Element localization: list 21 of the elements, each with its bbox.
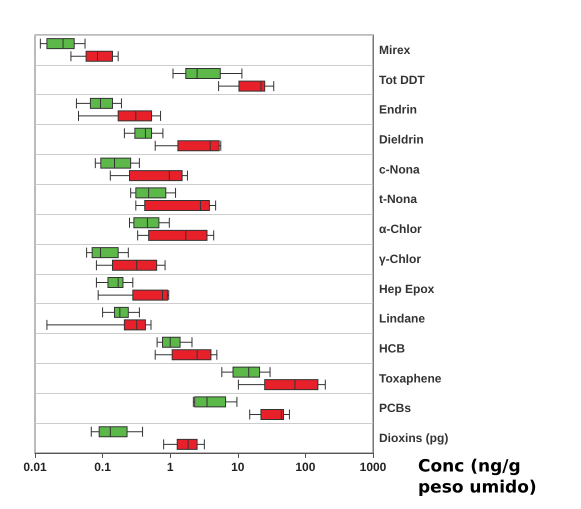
x-tick-label: 1 bbox=[166, 460, 174, 474]
y-tick-label: Dieldrin bbox=[379, 132, 424, 146]
y-tick-label: Dioxins (pg) bbox=[379, 431, 448, 446]
y-tick-label: Endrin bbox=[379, 102, 417, 117]
x-tick-label: 100 bbox=[295, 460, 316, 474]
x-tick-label: 0.1 bbox=[94, 460, 112, 474]
y-tick-label: Tot DDT bbox=[379, 72, 426, 87]
y-tick-label: Mirex bbox=[379, 42, 411, 57]
x-tick-label: 0.01 bbox=[23, 460, 47, 474]
y-tick-label: γ-Chlor bbox=[379, 252, 422, 266]
y-tick-label: Lindane bbox=[379, 312, 426, 326]
x-tick-label: 10 bbox=[231, 460, 245, 474]
y-tick-label: HCB bbox=[379, 342, 406, 356]
y-tick-label: PCBs bbox=[379, 401, 412, 416]
y-tick-label: Hep Epox bbox=[379, 282, 435, 296]
x-axis-title: Conc (ng/g peso umido) bbox=[418, 456, 537, 498]
y-tick-label: Toxaphene bbox=[379, 371, 442, 386]
y-tick-label: α-Chlor bbox=[379, 222, 422, 236]
x-tick-label: 1000 bbox=[360, 460, 387, 474]
y-tick-label: c-Nona bbox=[379, 162, 420, 176]
y-tick-label: t-Nona bbox=[379, 192, 418, 206]
